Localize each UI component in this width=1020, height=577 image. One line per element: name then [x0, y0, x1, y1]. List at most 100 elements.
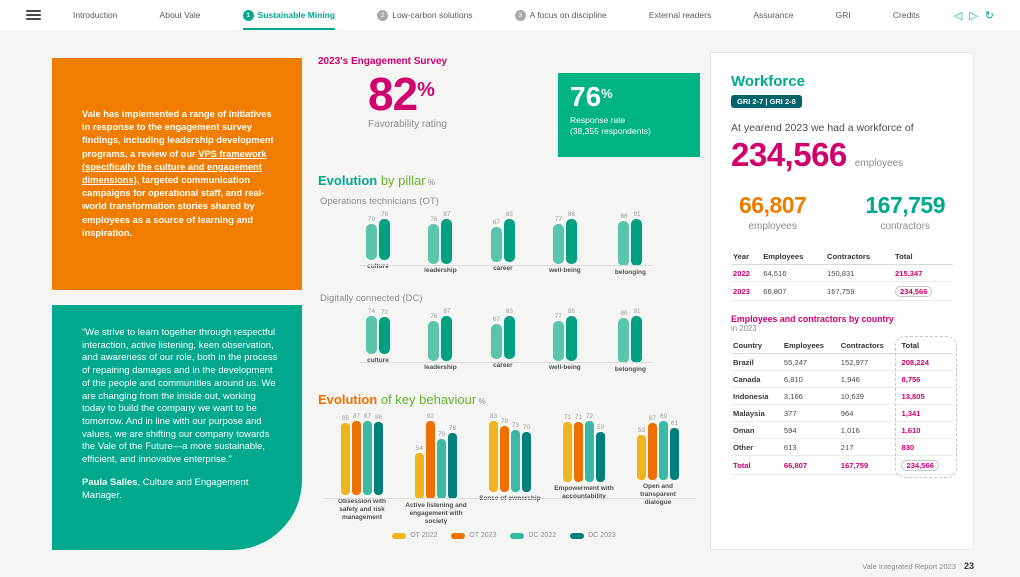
bar-group-belonging: 86 91 belonging: [615, 308, 646, 376]
bar-unit: 73: [511, 422, 520, 492]
percent-sign: %: [417, 79, 435, 101]
nav-tab-number: 2: [377, 9, 389, 21]
bar-value: 72: [380, 309, 388, 316]
bar-value: 92: [426, 413, 434, 420]
bar-ot-2023: [500, 426, 509, 492]
bar-value: 87: [352, 413, 360, 420]
table-cell: 3,166: [781, 387, 839, 405]
nav-tab-about-vale[interactable]: About Vale: [160, 0, 201, 30]
bar-2023: [379, 317, 390, 354]
replay-icon[interactable]: ↻: [984, 9, 994, 22]
bar-value: 73: [511, 422, 519, 429]
bar-value: 87: [443, 308, 451, 315]
nav-tab-assurance[interactable]: Assurance: [753, 0, 793, 30]
bar-unit: 71: [563, 414, 572, 482]
quote-author-role: , Culture and Engagement Manager.: [82, 476, 249, 501]
bar-category-label: belonging: [614, 366, 646, 373]
quote-text: “We strive to learn together through res…: [82, 327, 278, 466]
bar-value: 78: [500, 418, 508, 425]
bars-row: 54 92 70 78: [415, 413, 457, 499]
table-row: Canada 6,810 1,946 8,756: [731, 370, 953, 388]
country-table-subtitle: in 2023: [731, 324, 757, 333]
bar-category-label: culture: [367, 357, 389, 364]
vps-framework-link[interactable]: VPS framework (specifically the culture …: [82, 148, 267, 185]
bar-dc-2022: [437, 439, 446, 499]
nav-tab-label: About Vale: [159, 10, 201, 20]
bar-2022: [428, 224, 440, 264]
bar-unit: 91: [631, 308, 643, 363]
bars-row: 70 78: [366, 211, 390, 260]
legend-swatch: [510, 532, 525, 539]
table-header-row: Country Employees Contractors Total: [731, 337, 953, 354]
workforce-breakdown: 66,807 employees 167,759 contractors: [731, 192, 953, 232]
bar-unit: 86: [618, 213, 630, 266]
ot-pillar-chart: 70 78 culture 76 87 leadership 67 83 career 77 86 w…: [360, 211, 652, 279]
table-row: Total 66,807 167,759 234,566: [731, 455, 953, 475]
highlight-text-before: Vale has implemented a range of initiati…: [82, 109, 274, 159]
bar-dc-2023: [374, 422, 383, 495]
bar-unit: 69: [659, 413, 668, 480]
bar-category-label: leadership: [424, 267, 457, 274]
nav-tab-number: 1: [242, 9, 254, 21]
table-cell: Brazil: [731, 353, 782, 371]
nav-tab-gri[interactable]: GRI: [836, 0, 851, 30]
table-cell: 150,831: [825, 264, 894, 282]
bar-2022: [366, 316, 377, 354]
bar-value: 70: [437, 431, 445, 438]
top-navigation-bar: Introduction About Vale 1 Sustainable Minin…: [0, 0, 1020, 30]
bar-category-label: Active listening and engagement with soc…: [405, 502, 467, 525]
workforce-total: 234,566 employees: [731, 136, 953, 174]
bar-ot-2023: [648, 423, 657, 480]
bar-unit: 70: [522, 424, 531, 492]
table-cell: 234,566: [899, 455, 953, 475]
heading-unit: %: [425, 178, 435, 187]
engagement-survey-section: 2023's Engagement Survey 82% Favorabilit…: [318, 56, 700, 539]
bar-unit: 91: [631, 211, 643, 266]
chart-baseline: [360, 265, 652, 266]
legend-label: OT 2023: [469, 532, 497, 539]
bar-2023: [441, 219, 453, 264]
prev-page-icon[interactable]: ◁: [953, 9, 963, 22]
bar-unit: 67: [648, 415, 657, 480]
response-rate-value: 76%: [570, 83, 688, 111]
bar-unit: 83: [503, 211, 515, 262]
bar-unit: 87: [441, 211, 453, 264]
page-footer: Vale Integrated Report 2023 23: [862, 561, 974, 571]
nav-tab-introduction[interactable]: Introduction: [73, 0, 117, 30]
bar-dc-2023: [448, 433, 457, 499]
nav-tab-label: Introduction: [73, 10, 118, 20]
bar-unit: 59: [596, 424, 605, 482]
nav-tab-low-carbon-solutions[interactable]: 2 Low-carbon solutions: [377, 0, 473, 30]
bar-value: 86: [620, 213, 628, 220]
menu-icon[interactable]: [26, 10, 41, 20]
bars-row: 86 91: [618, 211, 643, 266]
table-row: Other 613 217 830: [731, 438, 953, 456]
quote-attribution: Paula Salles, Culture and Engagement Man…: [82, 477, 278, 502]
nav-tab-sustainable-mining[interactable]: 1 Sustainable Mining: [242, 0, 336, 30]
table-cell: 1,610: [899, 421, 953, 439]
bar-unit: 77: [552, 313, 564, 361]
ot-chart-label: Operations technicians (OT): [320, 196, 439, 207]
bar-dc-2022: [659, 421, 668, 480]
table-header: Employees: [761, 248, 825, 265]
bar-value: 67: [492, 316, 500, 323]
legend-item-dc-2022: DC 2022: [510, 532, 556, 539]
table-cell: 66,807: [781, 455, 839, 475]
bars-row: 67 83: [490, 308, 515, 359]
country-table-section: Employees and contractors by country in …: [731, 314, 953, 475]
pillar-heading: Evolution by pillar %: [318, 173, 700, 188]
bar-value: 53: [637, 427, 645, 434]
bar-value: 76: [430, 216, 438, 223]
bar-unit: 87: [363, 413, 372, 495]
heading-rest: by pillar: [377, 173, 426, 188]
bar-2023: [565, 316, 577, 361]
key-behaviour-chart: 85 87 87 86 Obsession with safety and risk m…: [324, 413, 696, 526]
bar-unit: 86: [618, 310, 630, 363]
behaviour-heading: Evolution of key behaviour %: [318, 392, 700, 407]
bar-value: 69: [659, 413, 667, 420]
nav-tab-external-readers[interactable]: External readers: [649, 0, 711, 30]
page-content: Vale has implemented a range of initiati…: [0, 30, 1020, 577]
nav-tab-credits[interactable]: Credits: [893, 0, 920, 30]
next-page-icon[interactable]: ▷: [969, 9, 978, 22]
